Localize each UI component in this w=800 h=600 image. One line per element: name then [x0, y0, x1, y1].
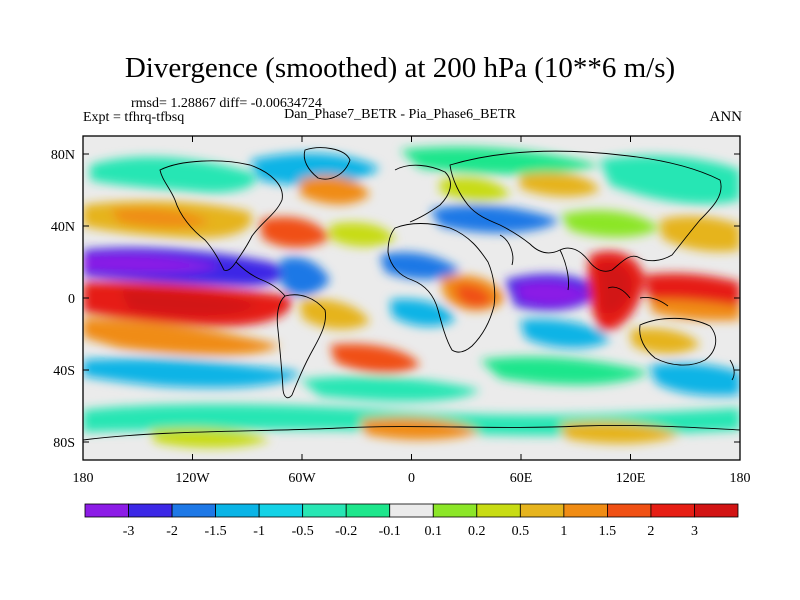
difference-name: Dan_Phase7_BETR - Pia_Phase6_BETR — [284, 107, 516, 122]
colorbar-swatch — [519, 503, 565, 518]
colorbar-label: 0.1 — [425, 524, 443, 539]
divergence-field — [83, 136, 740, 460]
colorbar-label: -3 — [123, 524, 135, 539]
lon-tick-label: 60E — [510, 471, 533, 486]
lon-tick-label: 180 — [730, 471, 751, 486]
lon-tick-label: 120E — [616, 471, 646, 486]
colorbar-swatch — [171, 503, 216, 518]
lon-tick-label: 0 — [408, 471, 415, 486]
colorbar-swatch — [345, 503, 391, 518]
colorbar-swatch — [607, 503, 652, 518]
lat-tick-label: 80S — [53, 436, 75, 451]
colorbar-label: -0.5 — [292, 524, 314, 539]
colorbar-swatch — [476, 503, 521, 518]
colorbar-swatch — [432, 503, 478, 518]
colorbar: -3 -2 -1.5 -1 -0.5 -0.2 -0.1 0.1 0.2 0.5 1 1.5 2 3 — [84, 503, 739, 539]
coastlines — [83, 147, 740, 441]
colorbar-swatch — [215, 503, 260, 518]
longitude-axis: 180 120W 60W 0 60E 120E 180 — [73, 136, 751, 486]
colorbar-swatch — [694, 503, 739, 518]
colorbar-label: 0.5 — [512, 524, 530, 539]
map-title: Divergence (smoothed) at 200 hPa (10**6 … — [124, 52, 676, 84]
colorbar-swatch — [84, 503, 129, 518]
lat-tick-label: 80N — [51, 148, 75, 163]
colorbar-label: -1.5 — [205, 524, 227, 539]
colorbar-label: -0.1 — [379, 524, 401, 539]
experiment-label: Expt = tfhrq-tfbsq — [83, 110, 185, 125]
colorbar-label: 2 — [647, 524, 654, 539]
colorbar-label: -1 — [253, 524, 265, 539]
colorbar-swatch — [563, 503, 608, 518]
colorbar-swatch — [302, 503, 347, 518]
colorbar-swatch — [650, 503, 695, 518]
rmsd-diff-stats: rmsd= 1.28867 diff= -0.00634724 — [131, 96, 322, 111]
lat-tick-label: 0 — [68, 292, 75, 307]
colorbar-label: 1.5 — [599, 524, 617, 539]
lat-tick-label: 40S — [53, 364, 75, 379]
colorbar-swatch — [258, 503, 304, 518]
colorbar-label: -0.2 — [335, 524, 357, 539]
colorbar-swatch — [128, 503, 173, 518]
colorbar-label: 3 — [691, 524, 698, 539]
colorbar-label: -2 — [166, 524, 178, 539]
colorbar-swatch — [389, 503, 434, 518]
season-label: ANN — [709, 109, 743, 125]
lon-tick-label: 180 — [73, 471, 94, 486]
lon-tick-label: 120W — [175, 471, 210, 486]
latitude-axis: 80N 40N 0 40S 80S — [51, 148, 740, 451]
lon-tick-label: 60W — [288, 471, 316, 486]
colorbar-label: 1 — [560, 524, 567, 539]
colorbar-label: 0.2 — [468, 524, 486, 539]
lat-tick-label: 40N — [51, 220, 75, 235]
